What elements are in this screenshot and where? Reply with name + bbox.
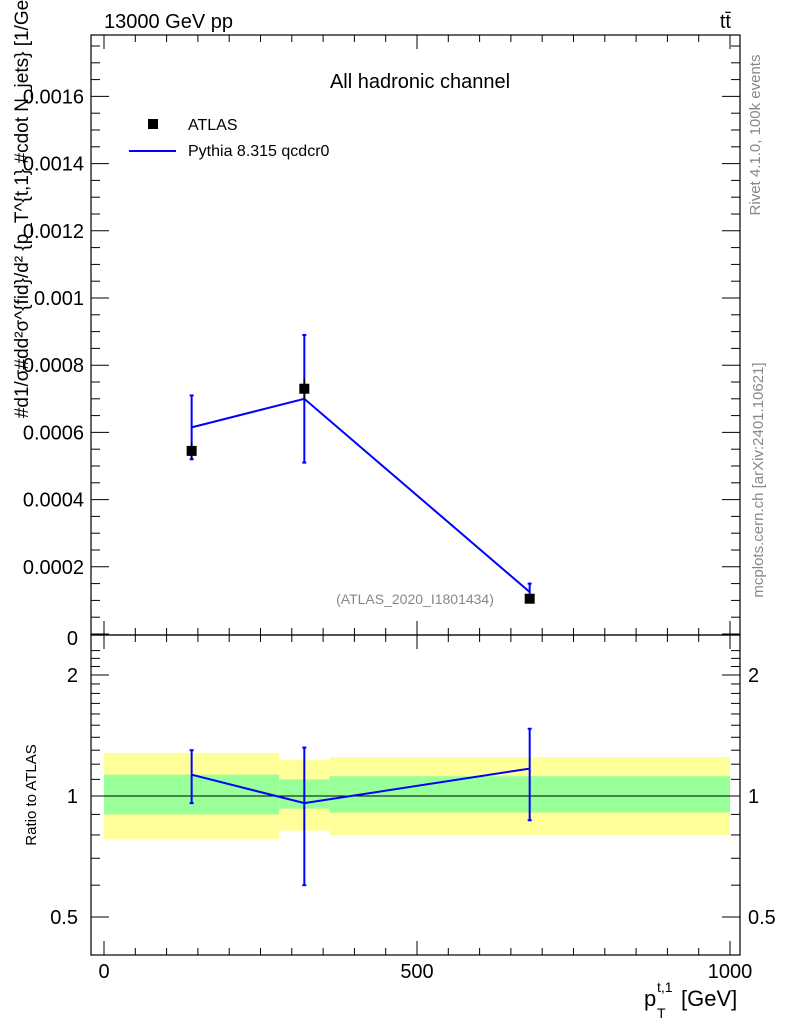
main-y-tick-labels: 0.0002 0.0004 0.0006 0.0008 0.001 0.0012 0.001…: [23, 86, 84, 650]
main-y-tick-label: 0.0012: [23, 221, 84, 243]
ratio-mc-line: [191, 767, 530, 805]
rivet-version-label: Rivet 4.1.0, 100k events: [747, 55, 764, 216]
ratio-y-tick-label-left: 1: [67, 786, 78, 808]
x-tick-label: 0: [98, 961, 109, 983]
x-axis-label-unit: [GeV]: [681, 986, 737, 1011]
ratio-series: [189, 727, 532, 887]
x-axis-label-sub: T: [657, 1005, 666, 1021]
main-y-tick-label: 0.0016: [23, 86, 84, 108]
legend: ATLAS Pythia 8.315 qcdcr0: [129, 117, 330, 160]
main-series: [186, 333, 535, 604]
x-tick-label: 500: [400, 961, 433, 983]
x-tick-labels: 0 500 1000: [98, 961, 752, 983]
chart-title: All hadronic channel: [330, 71, 510, 93]
ratio-panel: 0.5 0.5 1 1 2 2 0 500 1000 Ratio to ATLAS: [23, 634, 776, 983]
energy-label: 13000 GeV pp: [104, 11, 233, 33]
ratio-y-tick-label-left: 0.5: [50, 907, 78, 929]
ratio-axis-ticks: [91, 635, 740, 955]
analysis-tag: (ATLAS_2020_I1801434): [336, 591, 494, 607]
ratio-y-axis-label: Ratio to ATLAS: [23, 744, 40, 845]
ratio-y-tick-label-right: 0.5: [748, 907, 776, 929]
main-y-tick-label: 0.0004: [23, 490, 84, 512]
ratio-frame: [90, 634, 741, 956]
ratio-y-tick-label-left: 2: [67, 665, 78, 687]
x-axis-label-base: p: [644, 986, 656, 1011]
x-tick-label: 1000: [708, 961, 753, 983]
legend-label-pythia: Pythia 8.315 qcdcr0: [188, 143, 330, 160]
legend-label-atlas: ATLAS: [188, 117, 238, 134]
process-label: tt̄: [720, 11, 732, 33]
main-y-tick-label: 0.0014: [23, 154, 84, 176]
legend-marker-atlas: [148, 119, 158, 129]
ratio-y-tick-label-right: 1: [748, 786, 759, 808]
main-y-axis-label: #d1/σ#dd²σ^{fid}/d² {p_T^{t,1} #cdot N_j…: [12, 0, 33, 418]
main-y-axis-title: #d1/σ#dd²σ^{fid}/d² {p_T^{t,1} #cdot N_j…: [12, 0, 33, 418]
ratio-y-tick-label-right: 2: [748, 665, 759, 687]
main-y-tick-label-zero: 0: [67, 628, 78, 650]
x-axis-label-sup: t,1: [657, 979, 673, 995]
ratio-y-tick-labels: 0.5 0.5 1 1 2 2: [50, 665, 776, 929]
main-panel: 0.0002 0.0004 0.0006 0.0008 0.001 0.0012 0.001…: [12, 0, 741, 650]
main-y-tick-label: 0.0006: [23, 422, 84, 444]
main-axis-ticks: [91, 35, 740, 635]
mc-line: [191, 397, 531, 593]
main-y-tick-label: 0.0002: [23, 557, 84, 579]
data-point: [524, 593, 535, 604]
main-y-tick-label: 0.001: [34, 288, 84, 310]
data-point: [299, 383, 310, 394]
mcplots-label: mcplots.cern.ch [arXiv:2401.10621]: [750, 362, 767, 597]
x-axis-title: p T t,1 [GeV]: [644, 979, 737, 1021]
main-y-tick-label: 0.0008: [23, 355, 84, 377]
data-point: [186, 445, 197, 456]
